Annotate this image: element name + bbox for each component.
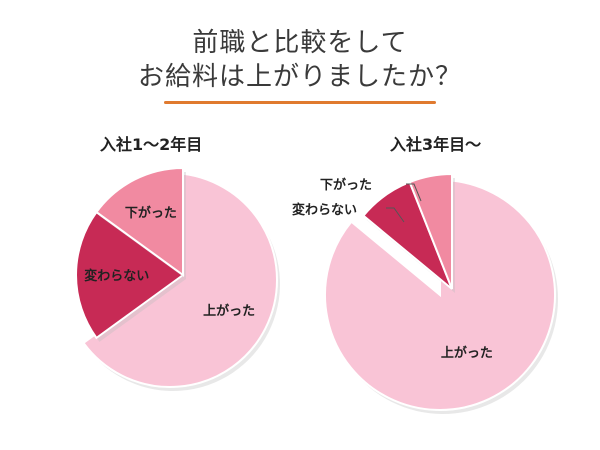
leader-line — [406, 183, 422, 202]
pie-label-same: 変わらない — [292, 202, 357, 218]
pie-slice-up — [324, 178, 556, 411]
title-underline — [164, 101, 436, 104]
page-title-line-1: 前職と比較をして — [192, 28, 408, 58]
pie-slice-down — [95, 166, 184, 277]
pie-chart-2: 上がった 変わらない 下がった — [292, 172, 559, 414]
pie-slice-down — [408, 172, 453, 290]
chart-title-year-3-plus: 入社3年目〜 — [390, 135, 482, 154]
pie-label-down: 下がった — [125, 205, 177, 221]
pie-label-up: 上がった — [203, 303, 255, 319]
page-title: 前職と比較をして お給料は上がりましたか？ — [0, 26, 600, 94]
pie-chart-1: 上がった 変わらない 下がった — [75, 166, 281, 392]
pie-label-same: 変わらない — [84, 268, 149, 284]
pie-slice-same — [75, 210, 185, 340]
pie-label-down: 下がった — [320, 177, 372, 193]
leader-line — [386, 207, 405, 223]
pie-label-up: 上がった — [441, 345, 493, 361]
pie-slice-up — [82, 171, 278, 388]
chart-title-years-1-2: 入社1〜2年目 — [100, 135, 203, 154]
page-title-line-2: お給料は上がりましたか？ — [137, 62, 462, 92]
